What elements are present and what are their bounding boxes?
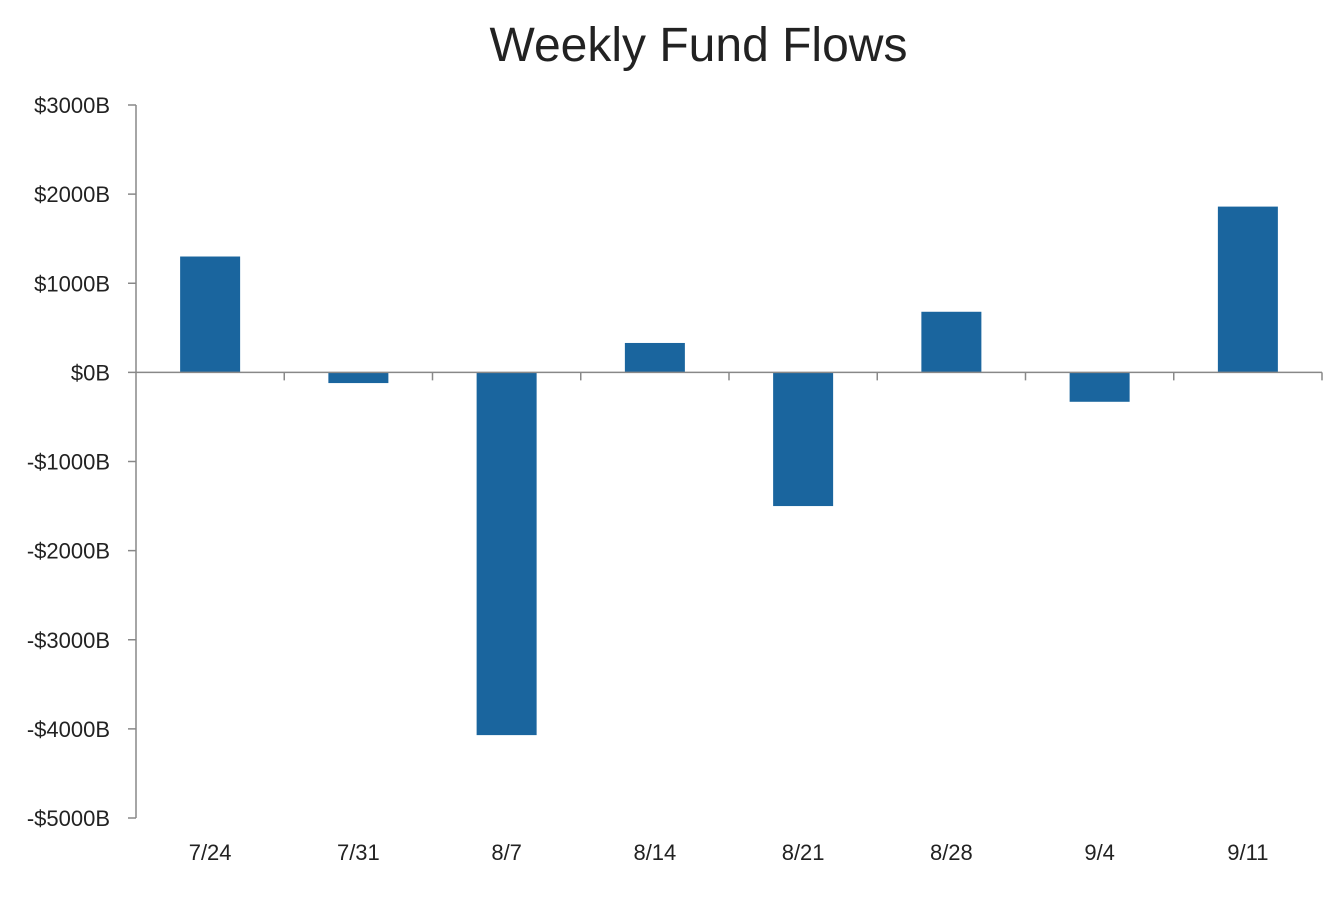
bar-2 <box>476 372 537 736</box>
x-tick-label-1: 7/31 <box>337 840 380 865</box>
bar-5 <box>921 311 982 373</box>
axes-group <box>128 104 1323 819</box>
x-tick-label-6: 9/4 <box>1084 840 1115 865</box>
x-tick-labels: 7/24 7/31 8/7 8/14 8/21 8/28 9/4 9/11 <box>189 840 1269 865</box>
y-tick-label-7: -$4000B <box>27 717 110 742</box>
y-tick-label-8: -$5000B <box>27 806 110 831</box>
y-tick-label-6: -$3000B <box>27 628 110 653</box>
x-tick-label-7: 9/11 <box>1227 840 1268 865</box>
x-tick-label-5: 8/28 <box>930 840 973 865</box>
chart-title: Weekly Fund Flows <box>489 19 908 72</box>
bar-6 <box>1069 372 1130 402</box>
y-tick-label-1: $2000B <box>34 182 110 207</box>
y-tick-label-2: $1000B <box>34 271 110 296</box>
y-tick-label-4: -$1000B <box>27 450 110 475</box>
bar-0 <box>180 256 241 373</box>
bar-3 <box>624 342 685 373</box>
bar-7 <box>1217 206 1278 373</box>
bar-1 <box>328 372 389 384</box>
y-tick-label-5: -$2000B <box>27 539 110 564</box>
y-tick-labels: $3000B $2000B $1000B $0B -$1000B -$2000B -$300… <box>27 93 110 831</box>
x-tick-label-4: 8/21 <box>782 840 825 865</box>
x-tick-label-3: 8/14 <box>633 840 676 865</box>
x-tick-label-0: 7/24 <box>189 840 232 865</box>
bars-group <box>180 206 1278 736</box>
y-tick-label-0: $3000B <box>34 93 110 118</box>
y-tick-label-3: $0B <box>71 360 110 385</box>
bar-4 <box>773 372 834 507</box>
x-tick-label-2: 8/7 <box>491 840 522 865</box>
